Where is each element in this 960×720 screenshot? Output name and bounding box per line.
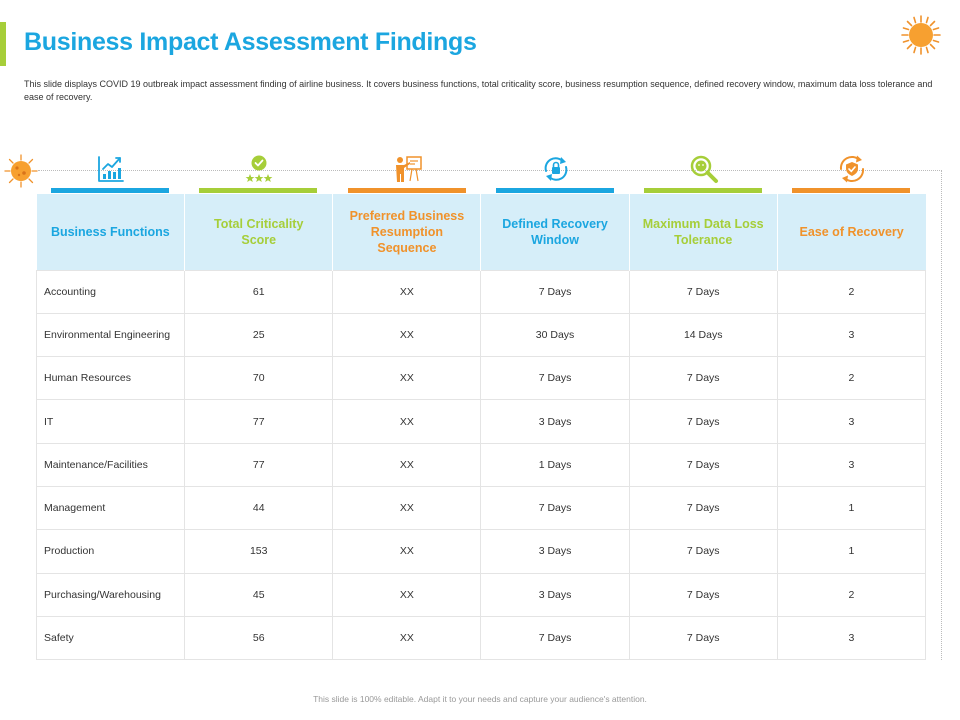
cell-business-function: Purchasing/Warehousing (35, 572, 186, 617)
table-row: IT 77 XX 3 Days 7 Days 3 (35, 399, 927, 444)
cell-recovery-window: 7 Days (480, 356, 630, 401)
dotted-guide-line-vertical (941, 170, 942, 660)
cell-recovery-window: 7 Days (480, 269, 630, 314)
cell-business-function: Safety (35, 615, 186, 661)
col-header-resumption-sequence: Preferred Business Resumption Sequence (332, 194, 482, 270)
cell-recovery-window: 7 Days (480, 485, 630, 531)
page-title: Business Impact Assessment Findings (24, 28, 477, 56)
lock-refresh-icon (544, 157, 568, 181)
column-icon-cell (481, 152, 629, 194)
cell-recovery-window: 30 Days (480, 312, 630, 358)
cell-criticality-score: 56 (184, 615, 334, 661)
cell-data-loss-tolerance: 7 Days (628, 615, 778, 661)
cell-criticality-score: 153 (184, 529, 334, 574)
checkmark-stars-icon (245, 155, 273, 182)
column-icon-cell (184, 152, 332, 194)
cell-resumption-sequence: XX (332, 312, 482, 358)
cell-recovery-window: 1 Days (480, 442, 630, 487)
column-color-bar (347, 188, 466, 193)
table-row: Production 153 XX 3 Days 7 Days 1 (35, 529, 927, 574)
column-color-bar (495, 188, 614, 193)
cell-criticality-score: 77 (184, 399, 334, 444)
virus-icon (4, 154, 38, 188)
cell-business-function: Production (35, 529, 186, 574)
cell-business-function: Accounting (35, 269, 186, 314)
cell-data-loss-tolerance: 7 Days (628, 399, 778, 444)
table-row: Human Resources 70 XX 7 Days 7 Days 2 (35, 356, 927, 401)
column-icons-row (36, 152, 926, 194)
cell-recovery-window: 3 Days (480, 572, 630, 617)
bar-chart-growth-icon (98, 156, 124, 182)
cell-business-function: Human Resources (35, 356, 186, 401)
cell-criticality-score: 44 (184, 485, 334, 531)
cell-data-loss-tolerance: 7 Days (628, 572, 778, 617)
cell-data-loss-tolerance: 7 Days (628, 442, 778, 487)
column-icon-cell (333, 152, 481, 194)
slide-description: This slide displays COVID 19 outbreak im… (24, 79, 933, 102)
cell-business-function: Environmental Engineering (35, 312, 186, 358)
col-header-ease-of-recovery: Ease of Recovery (777, 194, 926, 270)
cell-criticality-score: 70 (184, 356, 334, 401)
table-row: Purchasing/Warehousing 45 XX 3 Days 7 Days 2 (35, 572, 927, 617)
table-body: Accounting 61 XX 7 Days 7 Days 2 Environmental… (35, 269, 927, 661)
cell-recovery-window: 3 Days (480, 399, 630, 444)
cell-ease-of-recovery: 3 (776, 312, 927, 358)
table-row: Maintenance/Facilities 77 XX 1 Days 7 Days 3 (35, 442, 927, 487)
col-header-total-criticality-score: Total Criticality Score (184, 194, 334, 270)
magnifier-icon (690, 155, 719, 183)
column-color-bar (792, 188, 911, 193)
cell-criticality-score: 45 (184, 572, 334, 617)
cell-ease-of-recovery: 3 (776, 442, 927, 487)
presenter-board-icon (395, 156, 422, 182)
cell-ease-of-recovery: 3 (776, 615, 927, 661)
cell-data-loss-tolerance: 7 Days (628, 356, 778, 401)
table-row: Environmental Engineering 25 XX 30 Days 14 D… (35, 312, 927, 358)
cell-business-function: IT (35, 399, 186, 444)
col-header-recovery-window: Defined Recovery Window (480, 194, 630, 270)
cell-criticality-score: 61 (184, 269, 334, 314)
column-icon-cell (777, 152, 925, 194)
cell-data-loss-tolerance: 7 Days (628, 269, 778, 314)
footer-note: This slide is 100% editable. Adapt it to… (313, 694, 647, 704)
col-header-business-functions: Business Functions (36, 194, 186, 270)
table-header-row: Business Functions Total Criticality Sco… (36, 194, 926, 270)
cell-business-function: Maintenance/Facilities (35, 442, 186, 487)
cell-ease-of-recovery: 2 (776, 572, 927, 617)
cell-resumption-sequence: XX (332, 356, 482, 401)
column-color-bar (644, 188, 763, 193)
dotted-guide-line (38, 170, 942, 171)
cell-resumption-sequence: XX (332, 269, 482, 314)
column-icon-cell (36, 152, 184, 194)
column-icon-cell (629, 152, 777, 194)
cell-ease-of-recovery: 2 (776, 269, 927, 314)
col-header-data-loss-tolerance: Maximum Data Loss Tolerance (629, 194, 778, 270)
cell-data-loss-tolerance: 7 Days (628, 485, 778, 531)
table-row: Accounting 61 XX 7 Days 7 Days 2 (35, 269, 927, 314)
shield-refresh-icon (840, 155, 865, 183)
table-row: Safety 56 XX 7 Days 7 Days 3 (35, 615, 927, 661)
cell-recovery-window: 3 Days (480, 529, 630, 574)
findings-table: Business Functions Total Criticality Sco… (35, 194, 927, 661)
cell-ease-of-recovery: 3 (776, 399, 927, 444)
cell-resumption-sequence: XX (332, 572, 482, 617)
cell-recovery-window: 7 Days (480, 615, 630, 661)
cell-resumption-sequence: XX (332, 399, 482, 444)
cell-business-function: Management (35, 485, 186, 531)
cell-resumption-sequence: XX (332, 615, 482, 661)
cell-ease-of-recovery: 1 (776, 529, 927, 574)
cell-ease-of-recovery: 2 (776, 356, 927, 401)
cell-ease-of-recovery: 1 (776, 485, 927, 531)
column-color-bar (199, 188, 318, 193)
column-color-bar (51, 188, 169, 193)
cell-resumption-sequence: XX (332, 529, 482, 574)
cell-resumption-sequence: XX (332, 485, 482, 531)
cell-data-loss-tolerance: 14 Days (628, 312, 778, 358)
title-accent-bar (0, 22, 6, 66)
cell-criticality-score: 25 (184, 312, 334, 358)
cell-criticality-score: 77 (184, 442, 334, 487)
table-row: Management 44 XX 7 Days 7 Days 1 (35, 485, 927, 531)
cell-data-loss-tolerance: 7 Days (628, 529, 778, 574)
sun-icon (901, 15, 941, 55)
cell-resumption-sequence: XX (332, 442, 482, 487)
